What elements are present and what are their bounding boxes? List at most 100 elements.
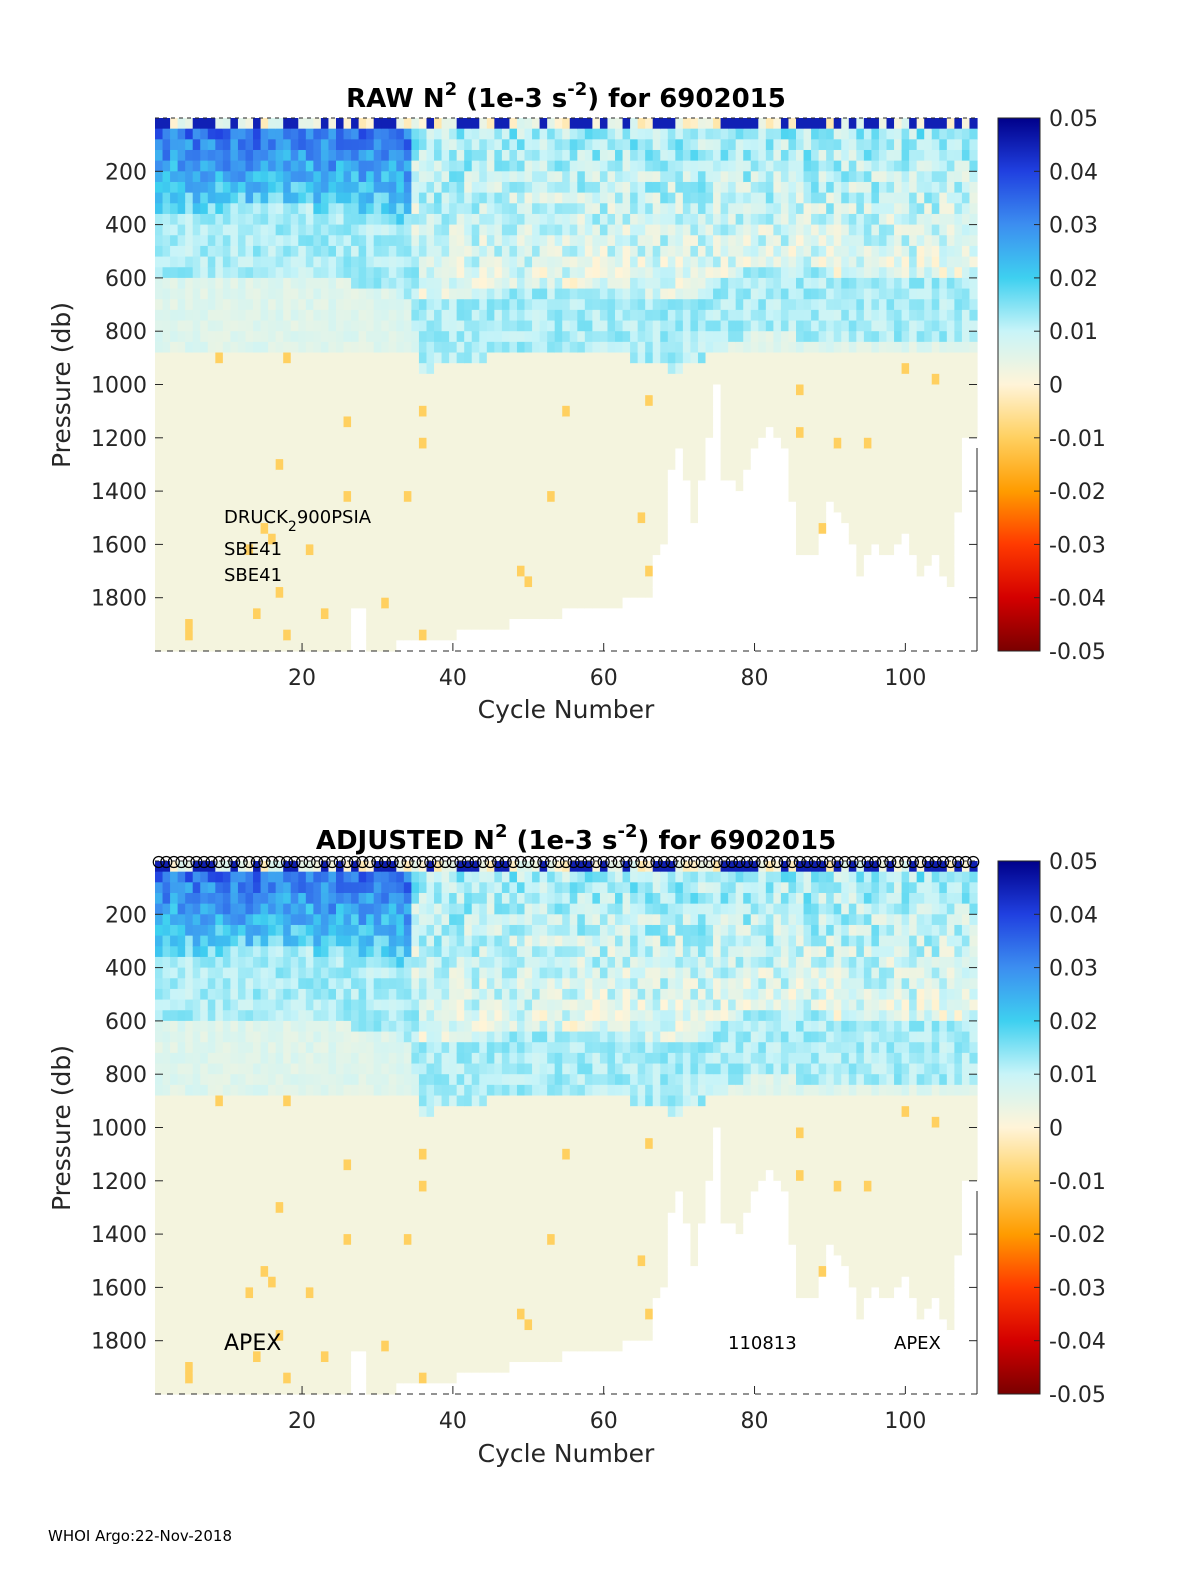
heatmap-cell: [230, 309, 239, 322]
heatmap-cell: [155, 203, 164, 215]
heatmap-cell: [155, 448, 164, 460]
heatmap-cell: [833, 629, 842, 641]
heatmap-cell: [434, 149, 443, 162]
heatmap-cell: [841, 437, 850, 450]
heatmap-cell: [667, 491, 676, 503]
heatmap-cell: [577, 619, 586, 631]
heatmap-cell: [411, 331, 420, 343]
heatmap-cell: [871, 341, 880, 354]
heatmap-cell: [373, 512, 382, 524]
heatmap-cell: [841, 459, 850, 471]
heatmap-cell: [532, 299, 541, 311]
heatmap-cell: [637, 587, 646, 599]
heatmap-cell: [351, 118, 360, 130]
heatmap-cell: [788, 448, 797, 460]
heatmap-cell: [622, 576, 631, 588]
heatmap-cell: [863, 395, 873, 407]
heatmap-cell: [335, 480, 345, 492]
heatmap-cell: [871, 299, 880, 311]
heatmap-cell: [848, 363, 857, 375]
heatmap-cell: [524, 213, 533, 226]
heatmap-cell: [818, 501, 827, 514]
heatmap-cell: [320, 427, 330, 439]
heatmap-cell: [351, 597, 360, 609]
heatmap-cell: [456, 640, 465, 652]
heatmap-cell: [584, 160, 593, 172]
heatmap-cell: [803, 597, 812, 609]
heatmap-cell: [713, 437, 722, 450]
heatmap-cell: [705, 277, 714, 290]
heatmap-cell: [207, 192, 216, 204]
heatmap-cell: [170, 587, 179, 599]
heatmap-cell: [170, 384, 179, 396]
heatmap-cell: [562, 629, 571, 641]
heatmap-cell: [532, 352, 541, 364]
heatmap-cell: [486, 405, 495, 418]
heatmap-cell: [720, 597, 729, 609]
heatmap-cell: [222, 629, 232, 641]
heatmap-cell: [848, 160, 857, 172]
heatmap-cell: [403, 427, 412, 439]
heatmap-cell: [207, 309, 216, 322]
heatmap-cell: [758, 459, 767, 471]
heatmap-cell: [750, 491, 759, 503]
heatmap-cell: [170, 235, 179, 247]
heatmap-cell: [170, 480, 179, 492]
heatmap-cell: [660, 629, 669, 641]
heatmap-cell: [335, 224, 345, 236]
heatmap-cell: [562, 373, 571, 386]
heatmap-cell: [418, 299, 428, 311]
heatmap-cell: [162, 341, 171, 354]
heatmap-cell: [728, 118, 737, 130]
heatmap-cell: [796, 576, 805, 588]
heatmap-cell: [599, 619, 609, 631]
heatmap-cell: [554, 565, 563, 577]
heatmap-cell: [765, 459, 774, 471]
heatmap-cell: [660, 363, 669, 375]
heatmap-cell: [471, 299, 480, 311]
heatmap-cell: [155, 139, 164, 151]
heatmap-cell: [351, 480, 360, 492]
heatmap-cell: [637, 448, 646, 460]
heatmap-cell: [253, 597, 262, 609]
heatmap-cell: [878, 320, 888, 332]
heatmap-cell: [155, 416, 164, 428]
heatmap-cell: [532, 640, 541, 652]
heatmap-cell: [547, 341, 556, 354]
heatmap-cell: [886, 523, 895, 535]
heatmap-cell: [403, 320, 412, 332]
heatmap-cell: [682, 352, 692, 364]
heatmap-cell: [207, 118, 216, 130]
heatmap-cell: [275, 181, 284, 194]
heatmap-cell: [155, 629, 164, 641]
heatmap-cell: [162, 309, 171, 322]
heatmap-cell: [690, 373, 699, 386]
heatmap-cell: [426, 309, 435, 322]
heatmap-cell: [290, 139, 299, 151]
heatmap-cell: [441, 608, 450, 620]
heatmap-cell: [856, 373, 865, 386]
heatmap-cell: [509, 139, 518, 151]
heatmap-cell: [569, 224, 578, 236]
heatmap-cell: [411, 181, 420, 194]
heatmap-cell: [509, 619, 518, 631]
heatmap-cell: [320, 341, 330, 354]
heatmap-cell: [878, 171, 888, 183]
heatmap-cell: [894, 448, 903, 460]
heatmap-cell: [516, 565, 526, 577]
heatmap-cell: [811, 597, 820, 609]
heatmap-cell: [637, 384, 646, 396]
heatmap-cell: [358, 512, 367, 524]
heatmap-cell: [705, 619, 714, 631]
heatmap-cell: [343, 469, 352, 482]
heatmap-cell: [373, 491, 382, 503]
heatmap-cell: [848, 544, 857, 556]
heatmap-cell: [735, 363, 744, 375]
heatmap-cell: [411, 405, 420, 418]
heatmap-cell: [268, 587, 277, 599]
heatmap-cell: [667, 565, 676, 577]
heatmap-cell: [486, 160, 495, 172]
heatmap-cell: [743, 224, 752, 236]
heatmap-cell: [358, 480, 367, 492]
heatmap-cell: [720, 181, 729, 194]
